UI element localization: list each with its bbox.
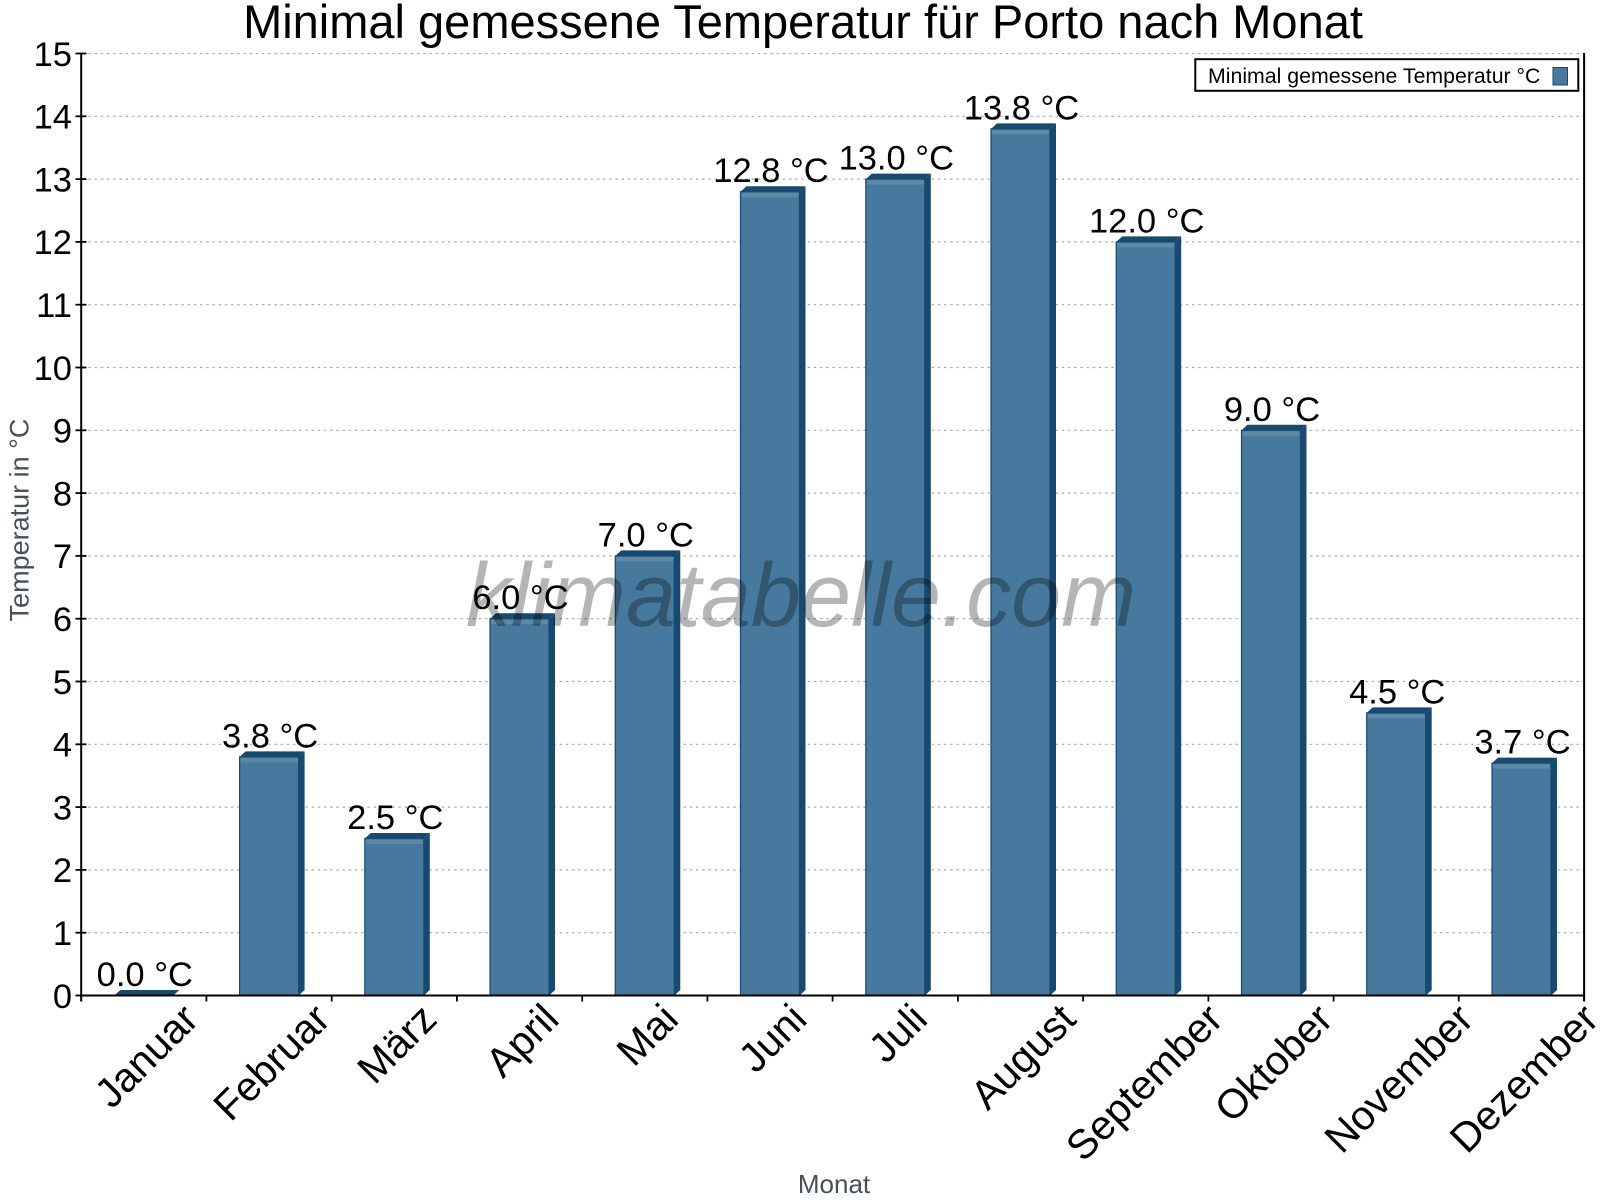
svg-text:0: 0 — [53, 978, 72, 1016]
svg-text:12: 12 — [34, 224, 72, 262]
svg-text:10: 10 — [34, 350, 72, 388]
svg-text:8: 8 — [53, 475, 72, 513]
svg-text:4.5 °C: 4.5 °C — [1349, 673, 1445, 711]
svg-text:6.0 °C: 6.0 °C — [472, 579, 568, 617]
svg-text:12.0 °C: 12.0 °C — [1089, 202, 1204, 240]
svg-text:1: 1 — [53, 915, 72, 953]
svg-text:klimatabelle.com: klimatabelle.com — [466, 546, 1136, 646]
svg-text:13.0 °C: 13.0 °C — [839, 140, 954, 178]
svg-text:Temperatur in °C: Temperatur in °C — [5, 419, 35, 622]
svg-text:11: 11 — [36, 287, 72, 325]
svg-text:3.7 °C: 3.7 °C — [1474, 724, 1570, 762]
svg-text:0.0 °C: 0.0 °C — [97, 956, 193, 994]
svg-text:14: 14 — [34, 99, 72, 137]
svg-text:7: 7 — [53, 538, 72, 576]
svg-text:12.8 °C: 12.8 °C — [713, 152, 828, 190]
svg-text:7.0 °C: 7.0 °C — [598, 516, 694, 554]
svg-text:6: 6 — [53, 601, 72, 639]
svg-text:13: 13 — [34, 161, 72, 199]
svg-text:Monat: Monat — [798, 1169, 871, 1199]
svg-text:2.5 °C: 2.5 °C — [347, 799, 443, 837]
svg-text:4: 4 — [53, 727, 72, 765]
svg-text:5: 5 — [53, 664, 72, 702]
svg-text:3.8 °C: 3.8 °C — [222, 717, 318, 755]
svg-text:2: 2 — [53, 852, 72, 890]
svg-text:3: 3 — [53, 789, 72, 827]
svg-text:Minimal gemessene Temperatur °: Minimal gemessene Temperatur °C — [1208, 64, 1540, 88]
svg-text:13.8 °C: 13.8 °C — [964, 89, 1079, 127]
svg-text:15: 15 — [34, 36, 72, 74]
svg-text:9.0 °C: 9.0 °C — [1224, 391, 1320, 429]
svg-text:Minimal gemessene Temperatur f: Minimal gemessene Temperatur für Porto n… — [243, 0, 1363, 48]
svg-text:9: 9 — [53, 413, 72, 451]
